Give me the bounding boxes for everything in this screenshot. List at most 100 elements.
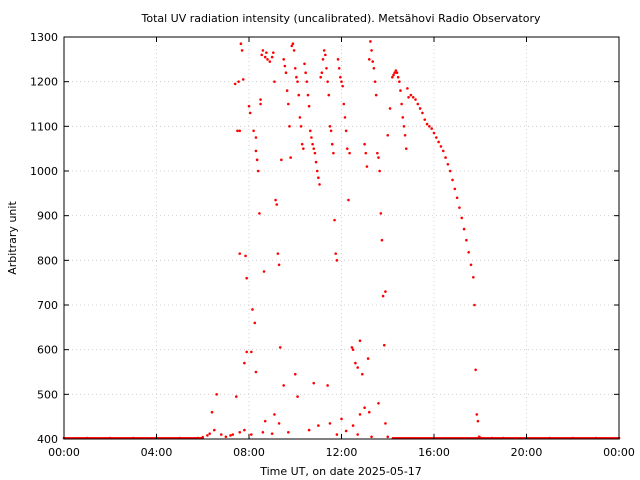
data-point xyxy=(307,428,311,432)
data-point xyxy=(243,361,246,365)
data-point xyxy=(268,60,272,63)
data-point xyxy=(298,116,302,119)
grid-lines xyxy=(64,37,619,439)
data-point xyxy=(304,71,307,75)
data-point xyxy=(254,136,258,139)
data-point xyxy=(386,435,390,439)
data-point xyxy=(423,118,427,121)
data-point xyxy=(407,96,410,99)
data-point xyxy=(344,129,348,133)
data-point xyxy=(210,410,214,414)
data-point xyxy=(347,198,350,202)
data-point xyxy=(238,129,242,133)
data-point xyxy=(396,75,400,79)
data-point xyxy=(425,122,429,126)
data-point xyxy=(332,151,335,155)
data-point xyxy=(245,350,248,354)
data-point xyxy=(329,129,333,133)
data-point xyxy=(340,417,343,421)
data-point xyxy=(307,104,311,108)
y-tick-label: 1300 xyxy=(30,31,58,44)
data-point xyxy=(241,78,245,81)
y-tick-label: 400 xyxy=(37,433,58,446)
data-point xyxy=(406,87,409,90)
data-point xyxy=(314,160,318,164)
data-point xyxy=(260,53,264,57)
data-point xyxy=(418,107,422,110)
data-point xyxy=(377,156,380,159)
data-point xyxy=(263,419,267,423)
data-point xyxy=(296,80,299,83)
data-point xyxy=(320,71,324,75)
data-point xyxy=(282,58,285,61)
data-point xyxy=(392,73,395,77)
data-point xyxy=(244,254,247,258)
data-point xyxy=(348,151,351,155)
data-point xyxy=(430,127,433,130)
data-point xyxy=(373,80,377,83)
data-point xyxy=(358,413,362,416)
data-point xyxy=(266,58,269,61)
data-point xyxy=(274,198,277,202)
data-point xyxy=(399,89,402,92)
data-point xyxy=(247,104,251,108)
data-point xyxy=(363,406,366,410)
data-point xyxy=(428,125,431,128)
data-point xyxy=(282,384,285,387)
data-point xyxy=(467,250,470,254)
data-point xyxy=(297,93,301,97)
data-point xyxy=(372,66,376,70)
data-point xyxy=(416,102,420,106)
data-point xyxy=(261,49,265,52)
data-point xyxy=(300,142,304,146)
data-point xyxy=(378,169,381,173)
data-point xyxy=(344,429,348,433)
data-point xyxy=(265,51,268,54)
data-point xyxy=(381,294,385,298)
data-point xyxy=(458,206,461,209)
data-point xyxy=(421,111,424,115)
data-point xyxy=(363,142,366,146)
data-point xyxy=(327,93,331,97)
data-point xyxy=(326,384,329,387)
data-point xyxy=(377,401,380,405)
data-point xyxy=(336,58,340,61)
data-point xyxy=(277,263,281,267)
data-point xyxy=(321,58,325,61)
data-point xyxy=(343,116,347,119)
data-point xyxy=(290,44,294,48)
data-point xyxy=(319,75,322,79)
x-tick-label: 08:00 xyxy=(233,446,265,459)
data-point xyxy=(288,125,291,128)
data-point xyxy=(261,431,265,434)
data-point xyxy=(317,176,320,179)
data-point xyxy=(276,252,280,255)
data-point xyxy=(328,125,332,128)
axis-ticks xyxy=(63,36,620,440)
data-point xyxy=(435,136,438,139)
data-point xyxy=(258,212,261,215)
y-axis-label: Arbitrary unit xyxy=(6,201,19,275)
data-point xyxy=(236,129,239,133)
data-point xyxy=(229,434,232,437)
data-point xyxy=(303,62,306,66)
data-point xyxy=(293,372,297,376)
data-point xyxy=(275,203,279,206)
data-point xyxy=(255,158,259,162)
data-point xyxy=(271,51,275,54)
data-point xyxy=(380,238,384,242)
data-point xyxy=(335,259,339,262)
data-points xyxy=(62,40,621,440)
data-point xyxy=(259,102,262,106)
data-point xyxy=(253,321,257,325)
data-point xyxy=(313,151,317,155)
data-point xyxy=(299,125,303,128)
data-point xyxy=(437,140,440,144)
data-point xyxy=(259,98,262,101)
data-point xyxy=(411,96,415,99)
y-tick-label: 1100 xyxy=(30,120,58,133)
data-point xyxy=(384,290,387,293)
x-tick-label: 12:00 xyxy=(326,446,358,459)
data-point xyxy=(277,422,281,425)
data-point xyxy=(448,169,452,173)
